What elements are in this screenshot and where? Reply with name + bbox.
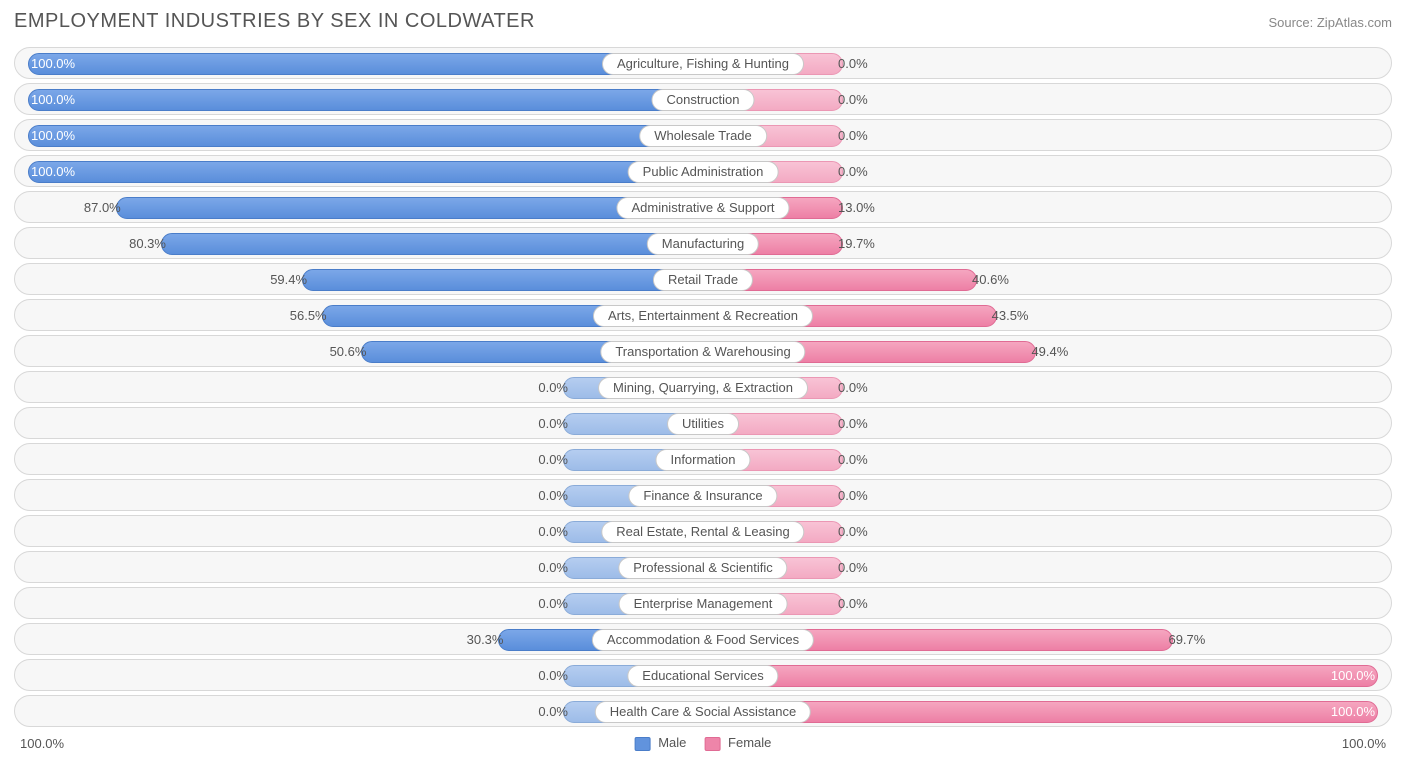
chart-title: EMPLOYMENT INDUSTRIES BY SEX IN COLDWATE… — [14, 10, 535, 33]
row-label: Real Estate, Rental & Leasing — [601, 521, 804, 543]
row-label: Finance & Insurance — [628, 485, 777, 507]
row-label: Manufacturing — [647, 233, 759, 255]
row-label: Public Administration — [628, 161, 779, 183]
female-pct-label: 49.4% — [1031, 344, 1068, 359]
male-pct-label: 100.0% — [31, 128, 75, 143]
male-pct-label: 0.0% — [538, 560, 568, 575]
male-swatch-icon — [635, 737, 651, 751]
row-label: Transportation & Warehousing — [600, 341, 805, 363]
male-bar — [161, 233, 703, 255]
female-bar — [703, 665, 1378, 687]
male-pct-label: 80.3% — [129, 236, 166, 251]
female-pct-label: 13.0% — [838, 200, 875, 215]
chart-row: 0.0% 100.0% Health Care & Social Assistanc… — [14, 695, 1392, 727]
male-pct-label: 100.0% — [31, 92, 75, 107]
male-pct-label: 0.0% — [538, 704, 568, 719]
female-pct-label: 19.7% — [838, 236, 875, 251]
diverging-bar-chart: 100.0% 0.0% Agriculture, Fishing & Hunting… — [14, 47, 1392, 727]
row-label: Administrative & Support — [616, 197, 789, 219]
row-label: Professional & Scientific — [618, 557, 787, 579]
chart-row: 80.3% 19.7% Manufacturing — [14, 227, 1392, 259]
male-pct-label: 0.0% — [538, 452, 568, 467]
female-pct-label: 0.0% — [838, 128, 868, 143]
male-pct-label: 50.6% — [330, 344, 367, 359]
female-pct-label: 0.0% — [838, 92, 868, 107]
male-pct-label: 0.0% — [538, 416, 568, 431]
chart-row: 100.0% 0.0% Agriculture, Fishing & Hunting — [14, 47, 1392, 79]
female-pct-label: 43.5% — [992, 308, 1029, 323]
female-pct-label: 0.0% — [838, 56, 868, 71]
chart-row: 0.0% 0.0% Mining, Quarrying, & Extraction — [14, 371, 1392, 403]
male-pct-label: 59.4% — [270, 272, 307, 287]
female-pct-label: 100.0% — [1331, 704, 1375, 719]
row-label: Educational Services — [627, 665, 778, 687]
legend-female: Female — [704, 735, 771, 751]
male-pct-label: 0.0% — [538, 668, 568, 683]
row-label: Agriculture, Fishing & Hunting — [602, 53, 804, 75]
axis-right-label: 100.0% — [1342, 736, 1386, 751]
chart-row: 30.3% 69.7% Accommodation & Food Services — [14, 623, 1392, 655]
chart-row: 0.0% 0.0% Enterprise Management — [14, 587, 1392, 619]
male-pct-label: 0.0% — [538, 524, 568, 539]
female-pct-label: 0.0% — [838, 488, 868, 503]
chart-row: 0.0% 100.0% Educational Services — [14, 659, 1392, 691]
chart-header: EMPLOYMENT INDUSTRIES BY SEX IN COLDWATE… — [14, 10, 1392, 33]
row-label: Arts, Entertainment & Recreation — [593, 305, 813, 327]
chart-source: Source: ZipAtlas.com — [1268, 15, 1392, 30]
male-bar — [302, 269, 703, 291]
male-pct-label: 0.0% — [538, 596, 568, 611]
female-pct-label: 0.0% — [838, 452, 868, 467]
male-pct-label: 0.0% — [538, 488, 568, 503]
female-pct-label: 0.0% — [838, 560, 868, 575]
chart-row: 59.4% 40.6% Retail Trade — [14, 263, 1392, 295]
male-pct-label: 0.0% — [538, 380, 568, 395]
chart-row: 0.0% 0.0% Real Estate, Rental & Leasing — [14, 515, 1392, 547]
row-label: Accommodation & Food Services — [592, 629, 814, 651]
male-pct-label: 87.0% — [84, 200, 121, 215]
female-pct-label: 0.0% — [838, 524, 868, 539]
chart-row: 0.0% 0.0% Professional & Scientific — [14, 551, 1392, 583]
axis-left-label: 100.0% — [20, 736, 64, 751]
row-label: Construction — [652, 89, 755, 111]
female-pct-label: 40.6% — [972, 272, 1009, 287]
row-label: Utilities — [667, 413, 739, 435]
chart-footer: 100.0% Male Female 100.0% — [14, 733, 1392, 753]
female-pct-label: 0.0% — [838, 164, 868, 179]
male-bar — [28, 89, 703, 111]
chart-row: 100.0% 0.0% Wholesale Trade — [14, 119, 1392, 151]
legend-male: Male — [635, 735, 687, 751]
chart-row: 56.5% 43.5% Arts, Entertainment & Recreati… — [14, 299, 1392, 331]
row-label: Enterprise Management — [619, 593, 788, 615]
row-label: Health Care & Social Assistance — [595, 701, 811, 723]
chart-row: 50.6% 49.4% Transportation & Warehousing — [14, 335, 1392, 367]
row-label: Wholesale Trade — [639, 125, 767, 147]
male-pct-label: 100.0% — [31, 164, 75, 179]
row-label: Information — [655, 449, 750, 471]
row-label: Retail Trade — [653, 269, 753, 291]
legend-male-label: Male — [658, 735, 686, 750]
chart-row: 100.0% 0.0% Public Administration — [14, 155, 1392, 187]
male-bar — [116, 197, 703, 219]
row-label: Mining, Quarrying, & Extraction — [598, 377, 808, 399]
female-pct-label: 69.7% — [1168, 632, 1205, 647]
male-bar — [28, 161, 703, 183]
male-bar — [28, 125, 703, 147]
male-pct-label: 56.5% — [290, 308, 327, 323]
chart-row: 0.0% 0.0% Finance & Insurance — [14, 479, 1392, 511]
female-pct-label: 100.0% — [1331, 668, 1375, 683]
male-pct-label: 100.0% — [31, 56, 75, 71]
chart-row: 0.0% 0.0% Utilities — [14, 407, 1392, 439]
legend-female-label: Female — [728, 735, 771, 750]
chart-row: 0.0% 0.0% Information — [14, 443, 1392, 475]
female-pct-label: 0.0% — [838, 596, 868, 611]
chart-row: 87.0% 13.0% Administrative & Support — [14, 191, 1392, 223]
female-pct-label: 0.0% — [838, 380, 868, 395]
female-swatch-icon — [704, 737, 720, 751]
chart-row: 100.0% 0.0% Construction — [14, 83, 1392, 115]
legend: Male Female — [635, 735, 772, 751]
male-pct-label: 30.3% — [467, 632, 504, 647]
female-pct-label: 0.0% — [838, 416, 868, 431]
